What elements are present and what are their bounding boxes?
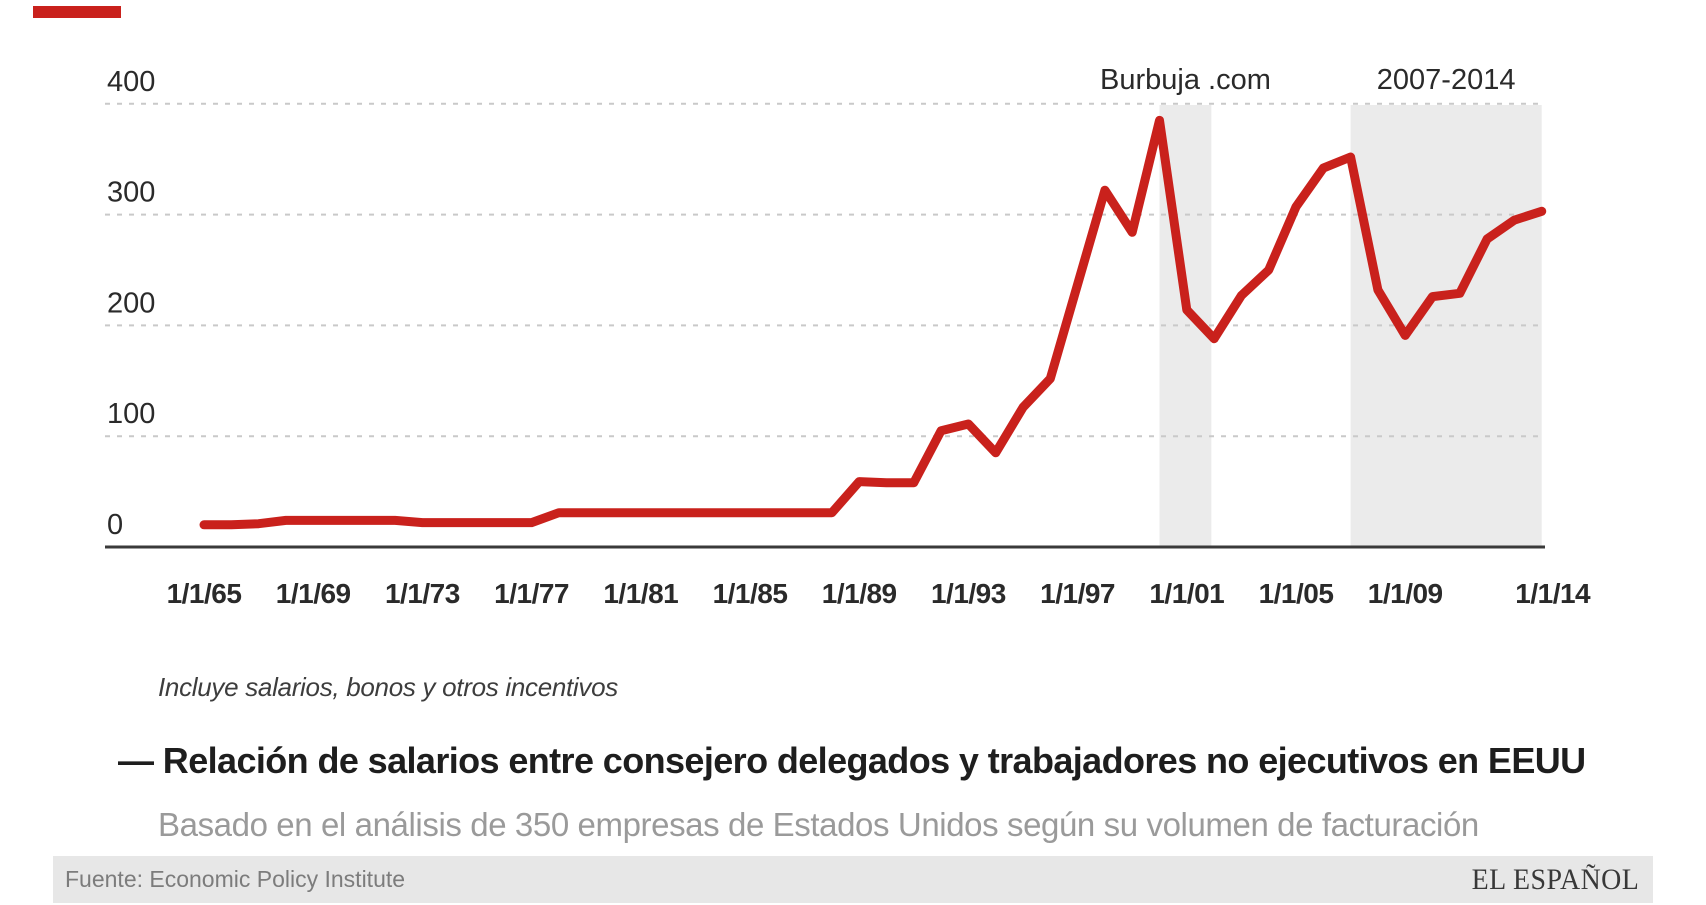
x-tick-label: 1/1/05 [1259,578,1334,609]
y-tick-label: 100 [107,398,155,430]
y-tick-label: 200 [107,287,155,319]
x-tick-label: 1/1/69 [276,578,351,609]
x-tick-label: 1/1/81 [603,578,678,609]
band-annotation: Burbuja .com [1100,64,1271,96]
x-tick-label: 1/1/77 [494,578,569,609]
x-tick-label: 1/1/09 [1368,578,1443,609]
y-tick-label: 400 [107,66,155,98]
x-tick-label: 1/1/73 [385,578,460,609]
x-tick-label: 1/1/14 [1515,578,1591,609]
x-tick-label: 1/1/97 [1040,578,1115,609]
x-tick-label: 1/1/89 [822,578,897,609]
chart-note: Incluye salarios, bonos y otros incentiv… [158,672,618,702]
x-tick-label: 1/1/65 [167,578,242,609]
x-tick-label: 1/1/01 [1149,578,1224,609]
chart-title: — Relación de salarios entre consejero d… [118,740,1586,781]
x-tick-label: 1/1/93 [931,578,1006,609]
brand-accent-bar [33,6,121,18]
y-tick-label: 0 [107,509,123,541]
y-tick-label: 300 [107,177,155,209]
x-tick-label: 1/1/85 [713,578,788,609]
brand-logo: EL ESPAÑOL [1471,862,1639,896]
footer-bar: Fuente: Economic Policy Institute EL ESP… [53,856,1653,903]
chart-subtitle: Basado en el análisis de 350 empresas de… [158,806,1479,843]
source-credit: Fuente: Economic Policy Institute [65,866,406,892]
ratio-line [199,115,1547,530]
band-annotation: 2007-2014 [1377,64,1516,96]
